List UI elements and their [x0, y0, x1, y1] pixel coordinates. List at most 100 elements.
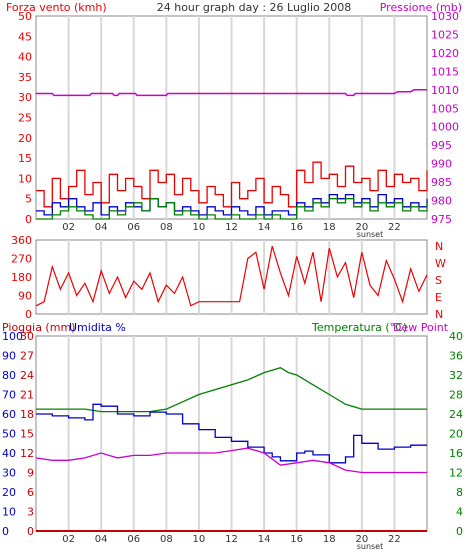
dewpoint-axis-label: Dew Point	[393, 321, 449, 334]
right-tick-label: 975	[431, 213, 452, 226]
sunset-label: sunset	[357, 230, 384, 239]
left-tick-label: 90	[18, 290, 32, 303]
temperature-humidity-panel: 0102030405060708090100036912151821242730…	[2, 330, 463, 551]
temp-tick-label: 12	[449, 467, 463, 480]
temp-tick-label: 24	[449, 408, 463, 421]
x-tick-label: 20	[355, 534, 368, 545]
x-tick-label: 08	[160, 534, 173, 545]
rain-axis-label: Pioggia (mm)	[2, 321, 75, 334]
series-line	[35, 447, 427, 474]
series-line	[36, 198, 428, 220]
left-tick-label: 25	[18, 112, 32, 125]
left-tick-label: 20	[18, 132, 32, 145]
left-tick-label: 15	[18, 152, 32, 165]
temp-tick-label: 16	[449, 447, 463, 460]
x-tick-label: 04	[95, 222, 108, 233]
series-line	[35, 246, 428, 307]
right-tick-label: 995	[431, 139, 452, 152]
x-tick-label: 12	[225, 534, 238, 545]
rain-tick-label: 27	[20, 350, 34, 363]
chart-title: 24 hour graph day : 26 Luglio 2008	[157, 1, 352, 14]
left-tick-label: 10	[18, 172, 32, 185]
series-line	[36, 89, 427, 97]
rain-tick-label: 15	[20, 428, 34, 441]
left-tick-label: 35	[18, 71, 32, 84]
right-tick-label: 1005	[431, 102, 459, 115]
compass-label: W	[435, 257, 446, 270]
x-tick-label: 16	[290, 222, 303, 233]
left-tick-label: 360	[11, 234, 32, 247]
x-tick-label: 04	[95, 534, 108, 545]
right-tick-label: 1015	[431, 65, 459, 78]
humidity-tick-label: 0	[2, 525, 9, 538]
right-tick-label: 985	[431, 176, 452, 189]
x-tick-label: 02	[62, 534, 75, 545]
right-tick-label: 1020	[431, 47, 459, 60]
compass-label: N	[435, 308, 443, 321]
x-tick-label: 20	[355, 222, 368, 233]
x-tick-label: 06	[127, 222, 140, 233]
pressure-axis-label: Pressione (mb)	[380, 1, 462, 14]
x-tick-label: 12	[225, 222, 238, 233]
left-tick-label: 180	[11, 271, 32, 284]
humidity-tick-label: 60	[2, 408, 16, 421]
humidity-tick-label: 70	[2, 389, 16, 402]
temp-tick-label: 32	[449, 369, 463, 382]
x-tick-label: 22	[388, 222, 401, 233]
humidity-tick-label: 40	[2, 447, 16, 460]
wind-axis-label: Forza vento (kmh)	[6, 1, 107, 14]
temp-tick-label: 40	[449, 330, 463, 343]
right-tick-label: 1000	[431, 121, 459, 134]
temp-tick-label: 36	[449, 350, 463, 363]
temp-tick-label: 20	[449, 428, 463, 441]
rain-tick-label: 18	[20, 408, 34, 421]
x-tick-label: 18	[323, 222, 336, 233]
rain-tick-label: 30	[20, 330, 34, 343]
humidity-tick-label: 80	[2, 369, 16, 382]
humidity-tick-label: 20	[2, 486, 16, 499]
rain-tick-label: 6	[27, 486, 34, 499]
rain-tick-label: 3	[27, 506, 34, 519]
x-tick-label: 14	[258, 534, 271, 545]
right-tick-label: 1030	[431, 10, 459, 23]
x-tick-label: 02	[62, 222, 75, 233]
right-tick-label: 980	[431, 195, 452, 208]
temp-tick-label: 0	[456, 525, 463, 538]
humidity-tick-label: 10	[2, 506, 16, 519]
x-tick-label: 14	[258, 222, 271, 233]
rain-tick-label: 9	[27, 467, 34, 480]
left-tick-label: 30	[18, 91, 32, 104]
right-tick-label: 1010	[431, 84, 459, 97]
humidity-tick-label: 50	[2, 428, 16, 441]
humidity-tick-label: 90	[2, 350, 16, 363]
right-tick-label: 1025	[431, 28, 459, 41]
left-tick-label: 5	[25, 193, 32, 206]
x-tick-label: 16	[290, 534, 303, 545]
sunset-label: sunset	[357, 542, 384, 551]
x-tick-label: 18	[323, 534, 336, 545]
x-tick-label: 22	[388, 534, 401, 545]
temperature-axis-label: Temperatura (°C)	[311, 321, 407, 334]
temp-tick-label: 4	[456, 506, 463, 519]
x-tick-label: 10	[193, 222, 206, 233]
wind-pressure-panel: 0510152025303540455097598098599099510001…	[18, 10, 459, 239]
rain-tick-label: 24	[20, 369, 34, 382]
humidity-tick-label: 30	[2, 467, 16, 480]
left-tick-label: 270	[11, 253, 32, 266]
right-tick-label: 990	[431, 158, 452, 171]
left-tick-label: 45	[18, 30, 32, 43]
left-tick-label: 0	[25, 308, 32, 321]
x-tick-label: 08	[160, 222, 173, 233]
rain-tick-label: 0	[27, 525, 34, 538]
left-tick-label: 50	[18, 10, 32, 23]
left-tick-label: 0	[25, 213, 32, 226]
compass-label: N	[435, 240, 443, 253]
x-tick-label: 06	[127, 534, 140, 545]
series-line	[36, 366, 427, 413]
left-tick-label: 40	[18, 51, 32, 64]
x-tick-label: 10	[193, 534, 206, 545]
temp-tick-label: 28	[449, 389, 463, 402]
compass-label: E	[435, 291, 442, 304]
